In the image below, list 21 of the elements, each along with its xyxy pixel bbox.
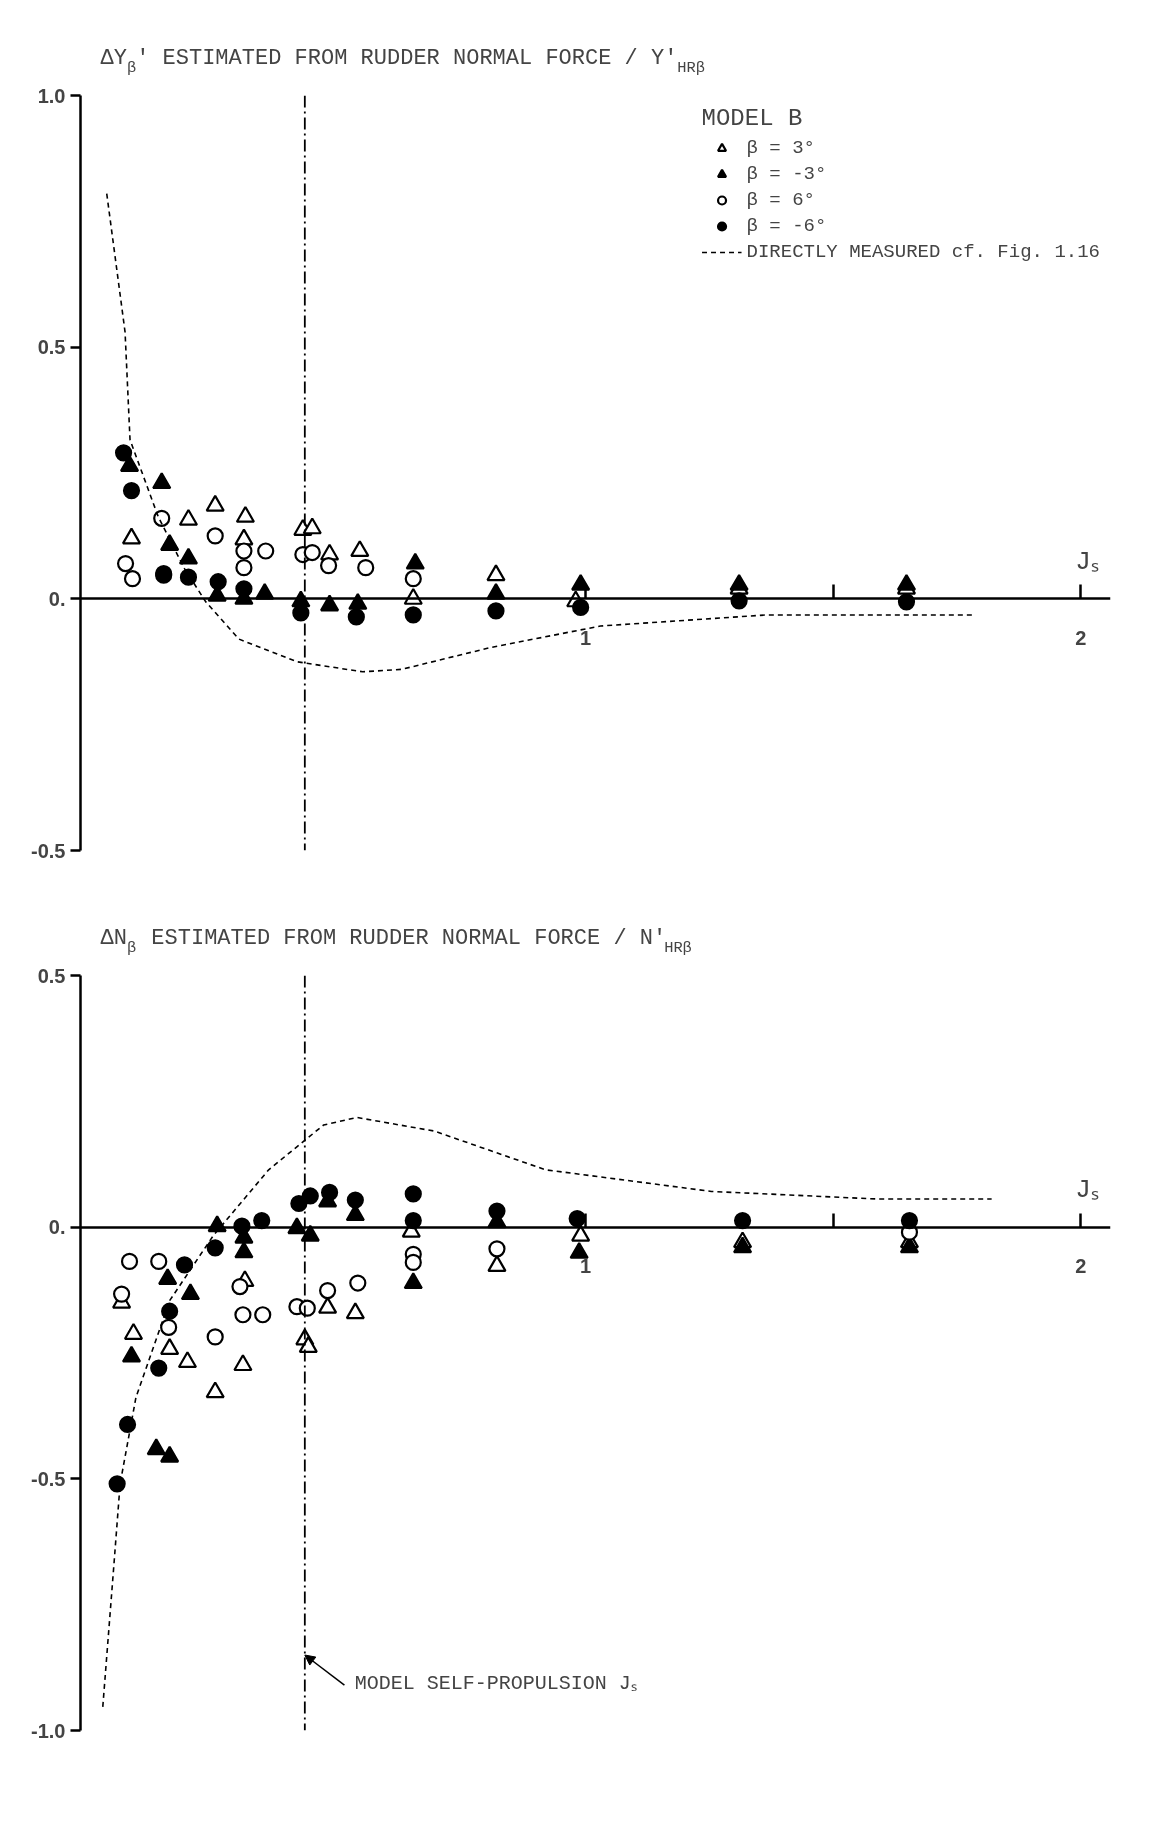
x-axis-title: Jₛ — [1075, 546, 1099, 577]
y-tick-label: -1.0 — [31, 1719, 66, 1742]
legend-label: β = -3° — [746, 163, 827, 185]
y-tick-label: 1.0 — [37, 84, 66, 107]
x-axis-title: Jₛ — [1075, 1175, 1099, 1206]
x-tick-label: 2 — [1075, 626, 1087, 649]
legend-label: β = -6° — [746, 215, 827, 237]
y-tick-label: -0.5 — [31, 1467, 66, 1490]
y-tick-label: 0. — [48, 587, 66, 610]
y-tick-label: 0.5 — [37, 964, 66, 987]
x-tick-label: 1 — [580, 626, 592, 649]
x-tick-label: 2 — [1075, 1255, 1087, 1278]
x-tick-label: 1 — [580, 1255, 592, 1278]
y-tick-label: 0. — [48, 1216, 66, 1239]
legend-title: MODEL B — [701, 105, 804, 132]
annotation: MODEL SELF-PROPULSION Jₛ — [354, 1672, 637, 1695]
y-tick-label: 0.5 — [37, 336, 66, 359]
legend-label: β = 6° — [746, 189, 815, 211]
legend-label: DIRECTLY MEASURED cf. Fig. 1.16 — [746, 241, 1100, 263]
y-tick-label: -0.5 — [31, 839, 66, 862]
legend-label: β = 3° — [746, 137, 815, 159]
